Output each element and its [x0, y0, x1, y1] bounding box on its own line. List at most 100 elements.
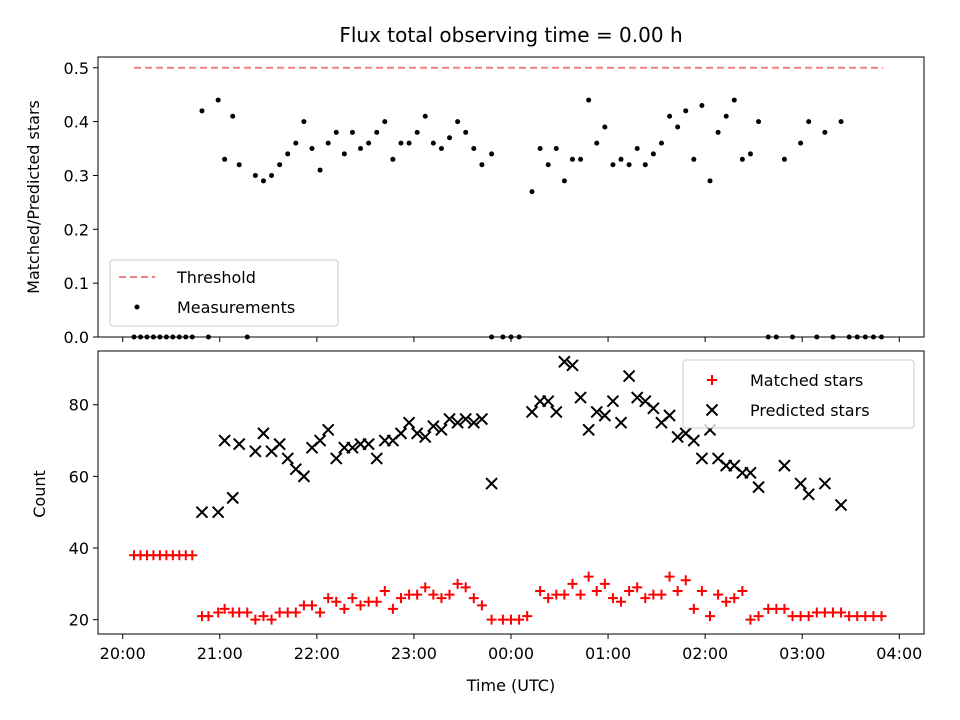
measurement-point [806, 119, 812, 125]
predicted-star-point [598, 409, 612, 422]
matched-star-point [213, 607, 224, 618]
top-y-tick-label: 0.4 [64, 113, 89, 132]
matched-star-point [803, 611, 814, 622]
x-tick-label: 21:00 [197, 644, 243, 663]
measurement-point [489, 334, 495, 340]
measurement-point [500, 334, 506, 340]
measurement-point [699, 102, 705, 108]
predicted-star-point [671, 430, 684, 444]
matched-star-point [696, 586, 707, 597]
matched-star-point [656, 589, 667, 600]
measurement-point [382, 119, 388, 125]
predicted-star-point [687, 434, 701, 447]
top-legend-box [109, 259, 339, 327]
matched-star-point [395, 593, 406, 604]
measurement-point [870, 334, 876, 340]
predicted-star-point [818, 477, 832, 490]
measurement-point [463, 129, 469, 135]
measurement-point [561, 178, 567, 184]
predicted-star-point [663, 409, 676, 422]
measurement-point [170, 334, 176, 340]
predicted-star-point [582, 423, 595, 437]
measurement-point [862, 334, 868, 340]
measurement-point [205, 334, 211, 340]
measurement-point [137, 334, 143, 340]
matched-star-point [522, 611, 533, 622]
predicted-star-point [394, 427, 408, 440]
matched-star-point [876, 611, 887, 622]
measurement-point [176, 334, 182, 340]
predicted-star-point [435, 423, 448, 437]
top-y-tick-label: 0.3 [64, 166, 89, 185]
measurement-point [634, 146, 640, 152]
measurement-point [594, 140, 600, 146]
matched-star-point [219, 603, 230, 614]
measurement-point [586, 97, 592, 103]
measurement-point [252, 172, 258, 178]
matched-star-point [753, 611, 764, 622]
predicted-star-point [574, 391, 587, 404]
measurement-point [131, 334, 137, 340]
matched-star-point [242, 607, 253, 618]
measurement-point [814, 334, 820, 340]
measurement-point [479, 162, 485, 168]
measurement-point [650, 151, 656, 157]
bottom-y-tick-label: 60 [69, 467, 89, 486]
bottom-y-tick-label: 80 [69, 396, 89, 415]
x-axis-label: Time (UTC) [466, 676, 555, 695]
legend-matched-swatch [707, 375, 717, 385]
x-tick-label: 20:00 [100, 644, 146, 663]
measurement-point [438, 146, 444, 152]
bottom-legend-box [682, 359, 915, 429]
predicted-star-point [485, 477, 498, 490]
matched-star-point [486, 614, 497, 625]
matched-star-point [379, 586, 390, 597]
matched-star-point [266, 614, 277, 625]
matched-star-point [721, 596, 732, 607]
measurement-point [879, 334, 885, 340]
legend-predicted-swatch [705, 403, 719, 417]
measurement-point [157, 334, 163, 340]
bottom-y-tick-label: 20 [69, 611, 89, 630]
measurement-point [366, 140, 372, 146]
measurement-point [260, 178, 266, 184]
measurement-point [846, 334, 852, 340]
measurement-point [398, 140, 404, 146]
matched-star-point [468, 593, 479, 604]
measurement-point [569, 156, 575, 162]
matched-star-point [632, 582, 643, 593]
x-tick-label: 01:00 [585, 644, 631, 663]
matched-star-point [476, 600, 487, 611]
matched-star-point [779, 603, 790, 614]
measurement-point [422, 113, 428, 119]
matched-star-point [607, 593, 618, 604]
measurement-point [447, 135, 453, 141]
x-tick-label: 22:00 [294, 644, 340, 663]
chart-title: Flux total observing time = 0.00 h [339, 23, 682, 47]
top-y-tick-label: 0.5 [64, 59, 89, 78]
predicted-star-point [195, 505, 209, 519]
measurement-point [230, 113, 236, 119]
measurement-point [414, 129, 420, 135]
matched-star-point [315, 607, 326, 618]
matched-star-point [428, 589, 439, 600]
predicted-star-point [346, 441, 359, 454]
measurement-point [183, 334, 189, 340]
measurement-point [189, 334, 195, 340]
predicted-star-point [226, 491, 239, 505]
measurement-point [537, 146, 543, 152]
matched-star-point [640, 593, 651, 604]
matched-star-point [567, 578, 578, 589]
matched-star-point [258, 611, 269, 622]
measurement-point [236, 162, 242, 168]
measurement-point [756, 119, 762, 125]
measurement-point [765, 334, 771, 340]
x-tick-label: 02:00 [682, 644, 728, 663]
matched-star-point [737, 586, 748, 597]
measurement-point [854, 334, 860, 340]
predicted-star-point [558, 355, 571, 368]
measurement-point [309, 146, 315, 152]
measurement-point [618, 156, 624, 162]
measurement-point [341, 151, 347, 157]
